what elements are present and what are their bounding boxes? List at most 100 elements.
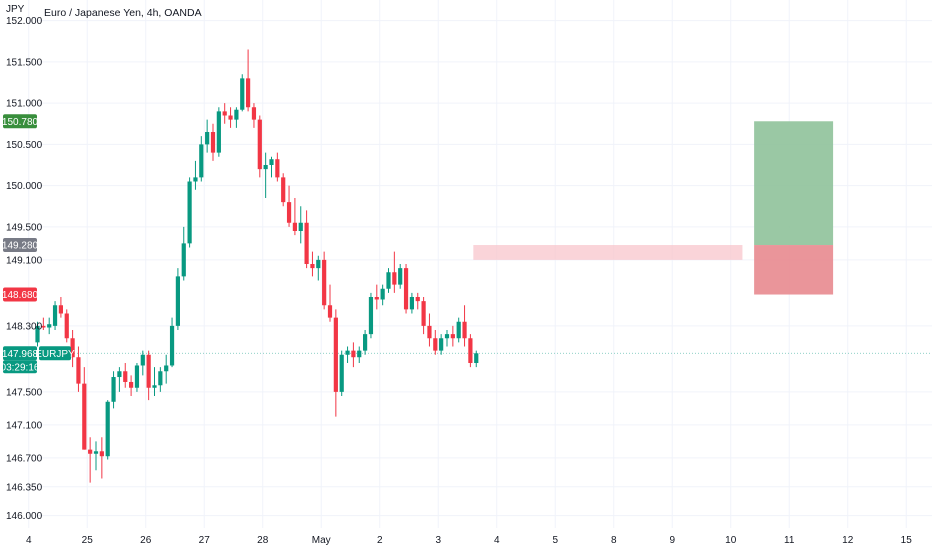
candle-body — [88, 449, 93, 454]
candle-body — [398, 268, 403, 285]
candle-up — [345, 346, 350, 363]
candle-up — [47, 317, 52, 335]
y-tick-label: 151.500 — [6, 57, 43, 68]
price-tag: 150.780 — [2, 114, 39, 129]
candle-body — [193, 177, 198, 182]
candle-body — [47, 324, 52, 328]
candle-down — [304, 210, 309, 269]
target-zone — [754, 121, 834, 246]
candle-body — [105, 401, 110, 457]
candle-up — [181, 226, 186, 281]
candle-down — [41, 317, 46, 330]
candle-body — [403, 268, 409, 310]
x-tick-label: 28 — [257, 535, 269, 546]
candles[interactable] — [35, 49, 479, 483]
symbol-tag: EURJPY — [35, 346, 75, 361]
candle-down — [222, 103, 227, 124]
resistance-zone — [473, 245, 743, 260]
candle-body — [35, 325, 40, 343]
candle-body — [251, 107, 257, 120]
candle-down — [64, 309, 69, 343]
candle-body — [164, 365, 169, 372]
candle-up — [117, 367, 122, 392]
y-tick-label: 152.000 — [6, 16, 43, 27]
price-tag-bg — [3, 287, 37, 302]
candle-up — [240, 74, 245, 112]
candle-down — [333, 309, 338, 417]
y-tick-label: 149.100 — [6, 255, 43, 266]
candle-body — [363, 334, 368, 351]
candle-up — [398, 264, 403, 289]
candle-down — [351, 342, 356, 368]
candle-body — [374, 297, 379, 300]
price-tag-bg — [3, 114, 37, 129]
candle-down — [88, 437, 93, 483]
candle-down — [129, 375, 134, 396]
candle-body — [386, 272, 391, 289]
price-tag-label: 148.680 — [2, 290, 39, 301]
candle-down — [427, 313, 432, 347]
candle-down — [275, 152, 280, 182]
candle-up — [93, 441, 99, 471]
candle-body — [158, 371, 163, 386]
candle-up — [474, 350, 479, 368]
candle-body — [269, 159, 274, 165]
candle-body — [409, 297, 414, 310]
x-tick-label: 27 — [199, 535, 211, 546]
candle-up — [269, 156, 274, 178]
candle-body — [216, 111, 221, 153]
candle-down — [99, 437, 104, 479]
candle-body — [357, 350, 362, 358]
candle-down — [281, 173, 286, 207]
candle-up — [52, 301, 58, 330]
candle-body — [421, 301, 426, 326]
candle-body — [450, 334, 455, 339]
candle-up — [140, 350, 145, 376]
candle-body — [210, 132, 216, 153]
candle-body — [117, 371, 122, 378]
candle-up — [234, 107, 239, 128]
candle-down — [246, 49, 251, 112]
price-tag-bg — [3, 238, 37, 253]
candle-down — [123, 363, 128, 388]
countdown-tag-label: 03:29:16 — [1, 362, 40, 373]
x-axis: 4 25 26 27 28 May 2 3 4 5 8 9 10 11 12 15 — [26, 535, 912, 546]
candle-body — [333, 317, 338, 392]
candle-body — [275, 159, 280, 178]
symbol-tag-label: EURJPY — [35, 349, 75, 360]
candle-up — [193, 160, 198, 190]
symbol-tag-bg — [39, 346, 71, 361]
x-tick-label: 25 — [82, 535, 94, 546]
candle-down — [392, 251, 397, 293]
countdown-tag-bg — [3, 360, 37, 374]
x-tick-label: 2 — [377, 535, 383, 546]
candle-up — [105, 400, 110, 460]
x-tick-label: 9 — [669, 535, 675, 546]
candle-down — [327, 284, 333, 322]
candle-down — [421, 297, 426, 335]
candle-body — [444, 334, 450, 339]
candle-up — [368, 292, 374, 339]
candle-down — [462, 305, 467, 347]
y-tick-label: 149.500 — [6, 222, 43, 233]
candle-down — [257, 115, 262, 178]
candle-down — [82, 367, 87, 450]
candle-body — [462, 321, 467, 339]
candle-body — [52, 305, 58, 326]
candle-body — [246, 78, 251, 108]
candle-body — [181, 243, 186, 277]
y-tick-label: 147.500 — [6, 387, 43, 398]
candle-up — [187, 177, 192, 248]
candle-body — [64, 313, 69, 339]
x-tick-label: 5 — [552, 535, 558, 546]
candle-body — [351, 350, 356, 358]
candle-body — [205, 132, 210, 145]
y-tick-label: 150.000 — [6, 181, 43, 192]
candle-body — [304, 222, 309, 264]
candle-down — [415, 292, 420, 310]
candle-down — [286, 185, 292, 227]
y-tick-label: 150.500 — [6, 140, 43, 151]
candle-body — [175, 276, 180, 326]
x-tick-label: 26 — [140, 535, 152, 546]
